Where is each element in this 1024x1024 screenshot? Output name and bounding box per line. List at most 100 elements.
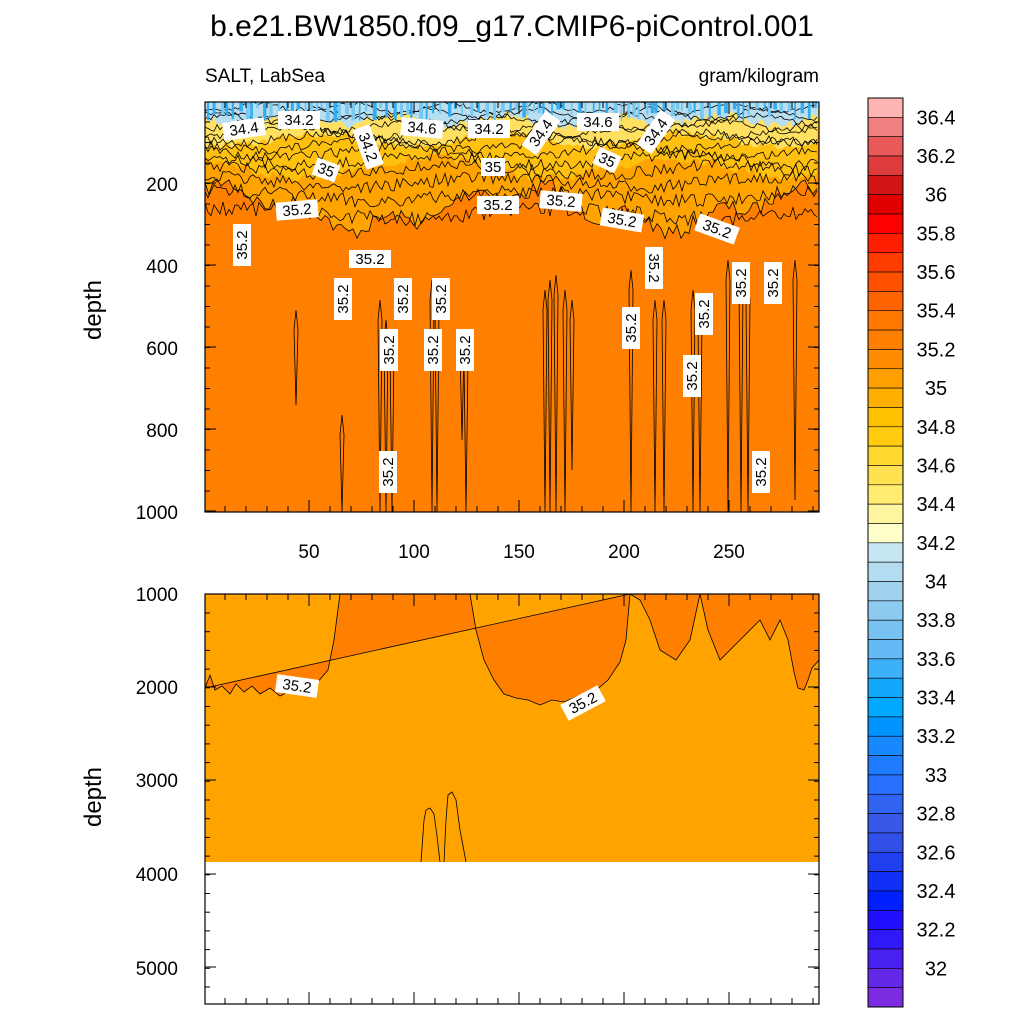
lower-ocean-floor — [205, 862, 819, 1004]
upper-surface-streak — [225, 102, 229, 115]
upper-surface-streak — [448, 102, 452, 117]
colorbar-swatch — [867, 735, 904, 756]
upper-contour-label-box — [764, 262, 782, 304]
upper-contour-label-box — [424, 329, 442, 371]
upper-surface-streak — [325, 102, 330, 121]
upper-contour-label-text: 35.2 — [355, 251, 384, 268]
lower-y-tick-3000: 3000 — [136, 771, 178, 792]
upper-contour-label: 35.2 — [764, 262, 782, 304]
colorbar-swatch — [867, 697, 904, 718]
upper-surface-streak — [755, 102, 759, 109]
colorbar-swatch — [867, 271, 904, 292]
upper-contour-label-box — [394, 278, 412, 320]
colorbar-swatch — [867, 716, 904, 737]
upper-surface-streak — [632, 102, 636, 117]
upper-contour-label-box — [468, 120, 510, 138]
colorbar-label: 34 — [925, 572, 947, 594]
upper-surface-streak — [537, 102, 541, 114]
upper-contour-line — [205, 134, 818, 155]
upper-contour-label-box — [622, 307, 640, 349]
lower-y-tick-2000: 2000 — [136, 678, 178, 699]
upper-contour-label-box — [645, 247, 663, 289]
upper-contour-spike — [562, 289, 568, 512]
upper-contour-label-box — [481, 158, 505, 176]
upper-contour-label-text: 35.2 — [606, 210, 638, 232]
upper-contour-label: 35.2 — [394, 278, 412, 320]
upper-x-tick-250: 250 — [713, 542, 745, 563]
upper-surface-streak — [250, 102, 253, 120]
upper-surface-streak — [493, 102, 497, 121]
upper-surface-streak — [245, 102, 250, 119]
upper-surface-streak — [542, 102, 545, 122]
colorbar-swatch — [867, 310, 904, 331]
upper-surface-streak — [578, 102, 582, 120]
lower-contour-label-box — [560, 685, 606, 721]
colorbar-swatch — [867, 677, 904, 698]
colorbar-label: 32.2 — [917, 920, 956, 942]
upper-surface-streak — [570, 102, 573, 115]
colorbar-swatch — [867, 600, 904, 621]
upper-y-tick-600: 600 — [146, 339, 178, 360]
upper-contour-spike — [652, 299, 658, 512]
colorbar-label: 35.4 — [917, 301, 956, 323]
upper-contour-label-text: 35.2 — [457, 335, 474, 364]
upper-surface-streak — [533, 102, 535, 113]
upper-contour-spike — [547, 279, 553, 512]
lower-y-tick-4000: 4000 — [136, 865, 178, 886]
upper-contour-spike — [542, 289, 548, 512]
upper-surface-streak — [333, 102, 338, 122]
colorbar-swatch — [867, 948, 904, 969]
colorbar-label: 33 — [925, 765, 947, 787]
colorbar-swatch — [867, 890, 904, 911]
upper-surface-streak — [485, 102, 489, 117]
colorbar-swatch — [867, 484, 904, 505]
upper-contour-label: 35.2 — [477, 196, 519, 214]
upper-surface-streak — [470, 102, 474, 117]
lower-panel: 1000 2000 3000 4000 5000 depth 35.235.2 — [80, 585, 820, 1005]
upper-contour-label: 35.2 — [456, 329, 474, 371]
upper-contour-label-text: 35.2 — [335, 284, 352, 313]
colorbar-swatch — [867, 909, 904, 930]
upper-contour-label: 35.2 — [683, 355, 701, 397]
upper-surface-streak — [419, 102, 424, 121]
upper-contour-line — [205, 141, 818, 163]
lower-contour-label-box — [274, 674, 320, 698]
upper-contour-label: 35.2 — [695, 293, 713, 335]
upper-contour-spike — [661, 299, 667, 512]
colorbar-swatch — [867, 445, 904, 466]
upper-contour-label: 35.2 — [752, 451, 770, 493]
upper-contour-label: 35.2 — [349, 250, 391, 268]
upper-surface-streak — [372, 102, 377, 121]
upper-surface-streak — [501, 102, 505, 112]
colorbar-swatch — [867, 581, 904, 602]
upper-x-tick-100: 100 — [398, 542, 430, 563]
upper-contour-label-text: 35.2 — [753, 457, 770, 486]
colorbar-frame — [867, 97, 904, 1008]
upper-contour-label-box — [592, 146, 622, 174]
upper-surface-streak — [662, 102, 667, 111]
upper-surface-streak — [515, 102, 519, 110]
upper-contour-label-box — [400, 117, 444, 139]
lower-deep-plume — [420, 791, 467, 863]
colorbar-swatch — [867, 387, 904, 408]
upper-contour-spike — [339, 414, 345, 512]
upper-surface-streak — [646, 102, 649, 115]
colorbar-swatch — [867, 968, 904, 988]
upper-contour-label: 35.2 — [539, 190, 583, 212]
upper-surface-streak — [671, 102, 675, 116]
colorbar-swatch — [867, 561, 904, 582]
upper-surface-streak — [509, 102, 512, 112]
upper-contour-label: 35.2 — [275, 199, 319, 221]
upper-contour-label-text: 35.2 — [433, 284, 450, 313]
upper-surface-streak — [351, 102, 355, 121]
upper-x-tick-150: 150 — [503, 542, 535, 563]
colorbar-label: 35 — [925, 378, 947, 400]
colorbar-swatch — [867, 194, 904, 215]
upper-ticks — [205, 102, 819, 512]
upper-surface-streak — [406, 102, 410, 115]
upper-contour-label-box — [311, 157, 341, 183]
colorbar-label: 34.4 — [917, 494, 956, 516]
colorbar-swatch — [867, 175, 904, 196]
upper-x-tick-200: 200 — [608, 542, 640, 563]
upper-contour-label-box — [233, 224, 251, 266]
